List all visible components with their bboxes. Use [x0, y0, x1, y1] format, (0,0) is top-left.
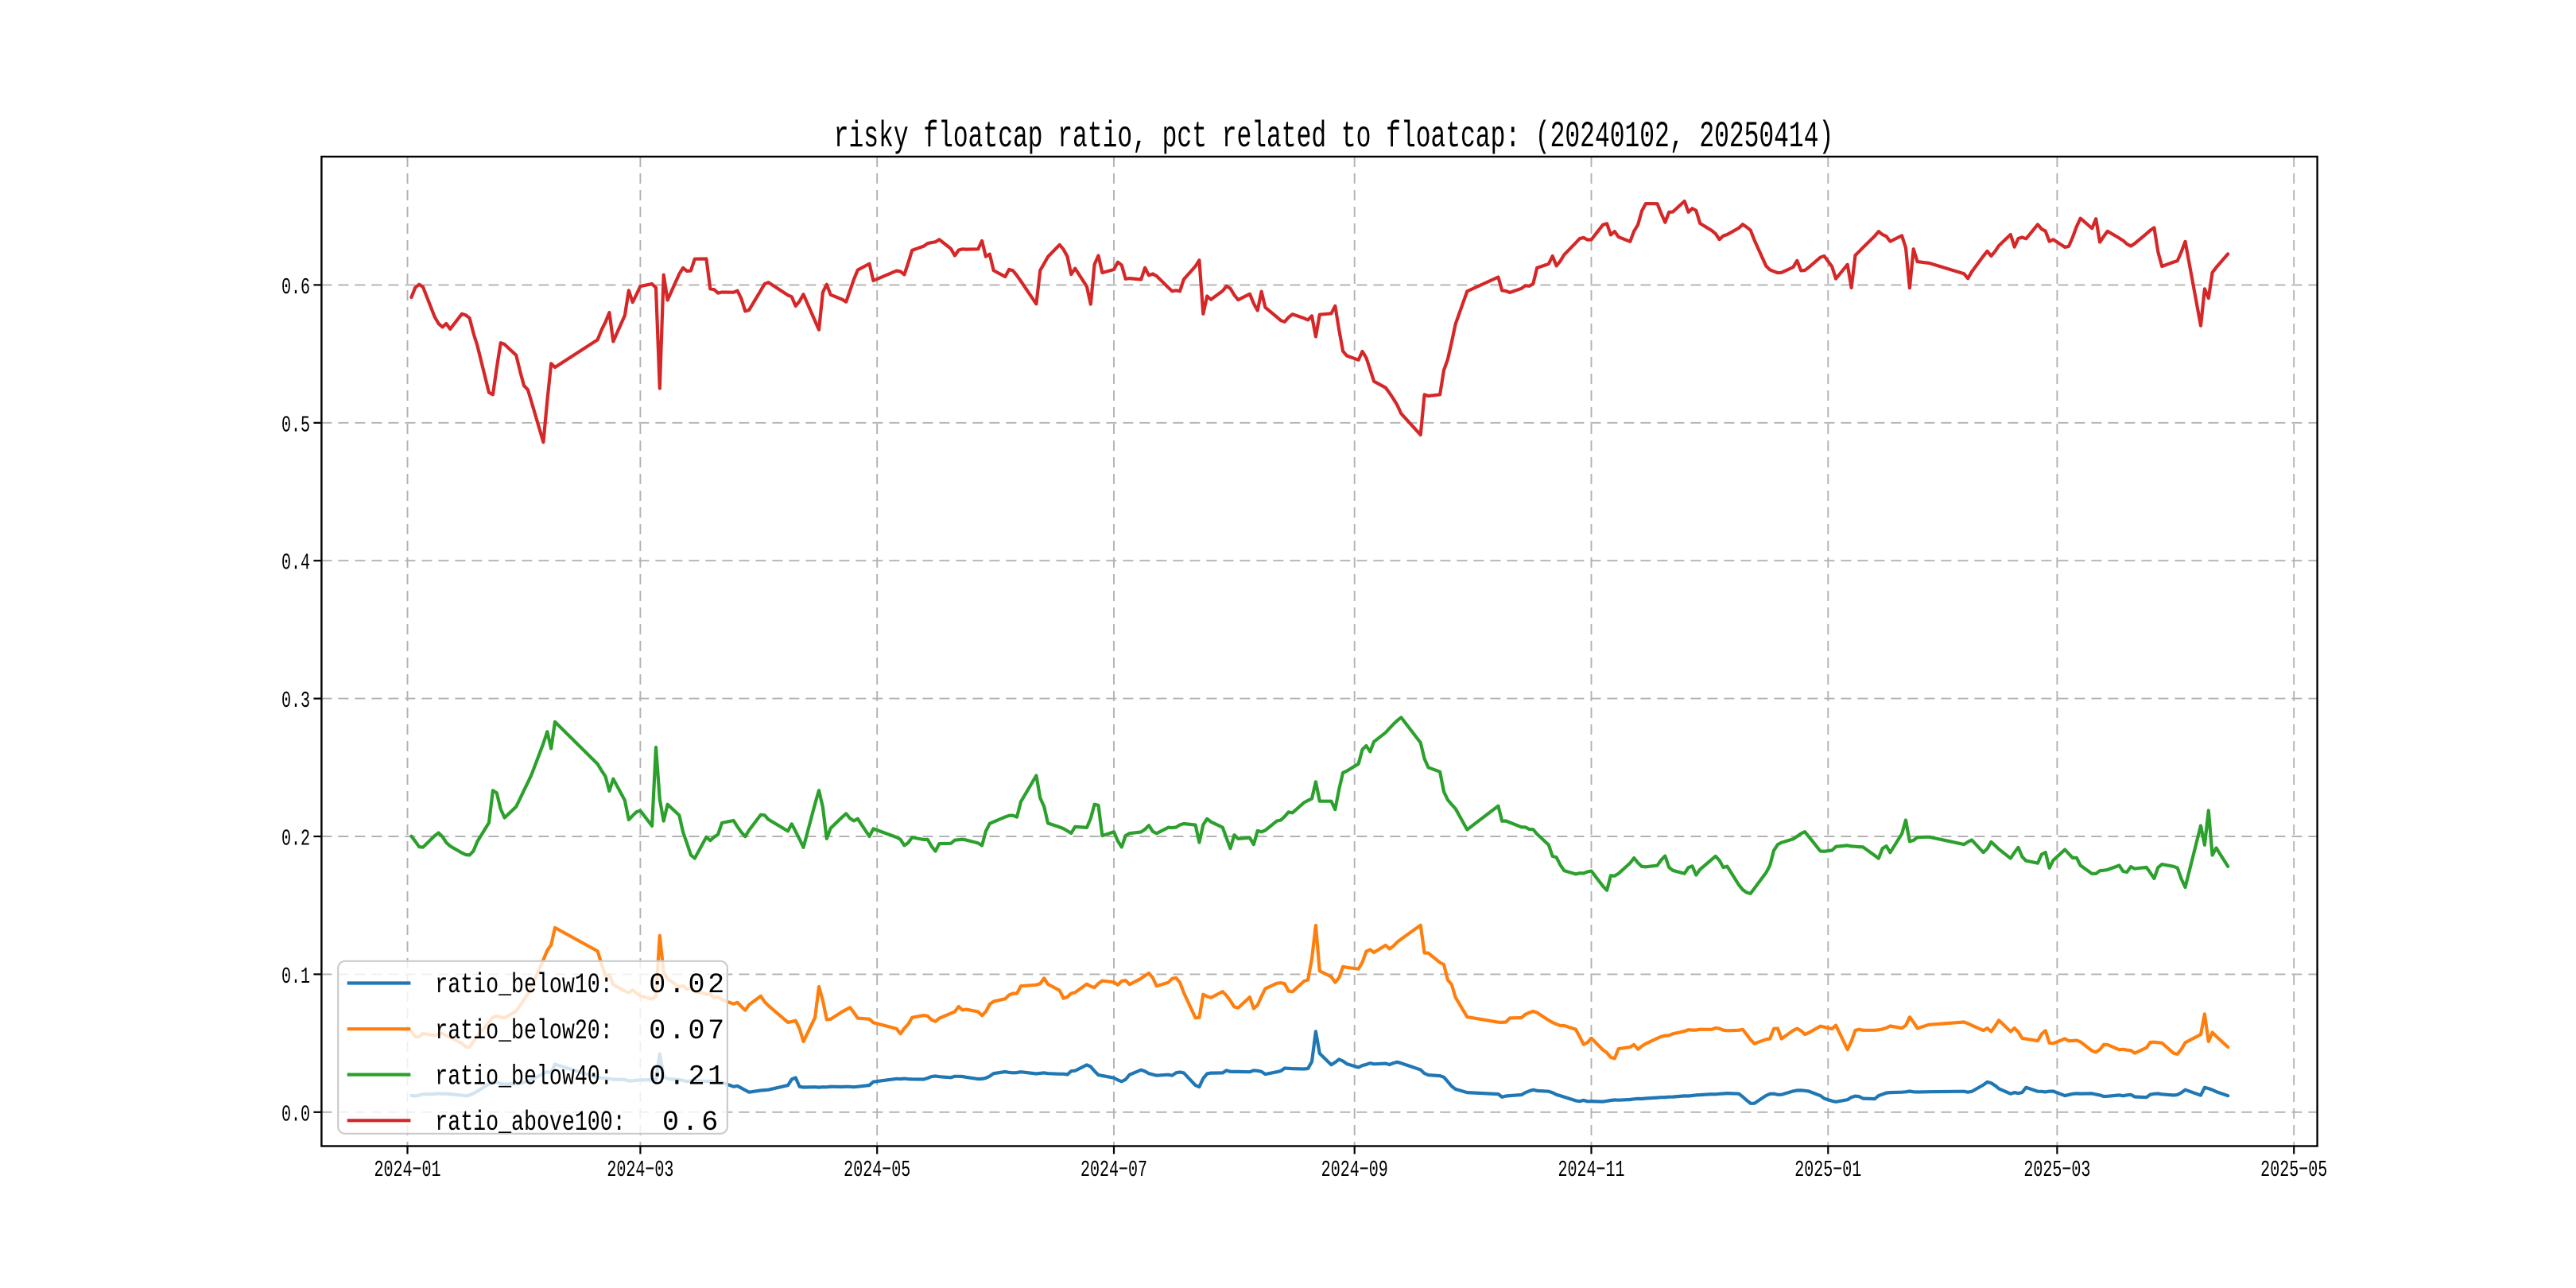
svg-text:2024−01: 2024−01	[374, 1158, 440, 1184]
svg-text:0.21: 0.21	[649, 1061, 727, 1092]
svg-text:2024−11: 2024−11	[1558, 1158, 1624, 1184]
svg-text:0.02: 0.02	[649, 969, 727, 1001]
svg-text:0.3: 0.3	[281, 689, 310, 715]
svg-text:2025−05: 2025−05	[2260, 1158, 2327, 1184]
svg-text:0.6: 0.6	[281, 275, 310, 301]
svg-text:2025−03: 2025−03	[2023, 1158, 2090, 1184]
svg-text:0.4: 0.4	[281, 550, 310, 576]
svg-text:ratio_below20:: ratio_below20:	[435, 1016, 612, 1047]
svg-text:2025−01: 2025−01	[1794, 1158, 1861, 1184]
svg-text:0.2: 0.2	[281, 826, 310, 852]
svg-text:ratio_below40:: ratio_below40:	[435, 1061, 612, 1092]
svg-text:0.6: 0.6	[662, 1107, 721, 1139]
svg-text:2024−03: 2024−03	[607, 1158, 673, 1184]
svg-text:0.1: 0.1	[281, 964, 310, 991]
svg-text:0.07: 0.07	[649, 1015, 727, 1047]
svg-text:0.0: 0.0	[281, 1102, 310, 1128]
svg-text:ratio_above100:: ratio_above100:	[435, 1108, 625, 1139]
svg-text:0.5: 0.5	[281, 413, 310, 439]
svg-text:ratio_below10:: ratio_below10:	[435, 970, 612, 1001]
svg-text:2024−05: 2024−05	[844, 1158, 910, 1184]
svg-text:2024−07: 2024−07	[1080, 1158, 1147, 1184]
svg-text:risky floatcap ratio, pct rela: risky floatcap ratio, pct related to flo…	[834, 115, 1833, 157]
svg-text:2024−09: 2024−09	[1321, 1158, 1388, 1184]
